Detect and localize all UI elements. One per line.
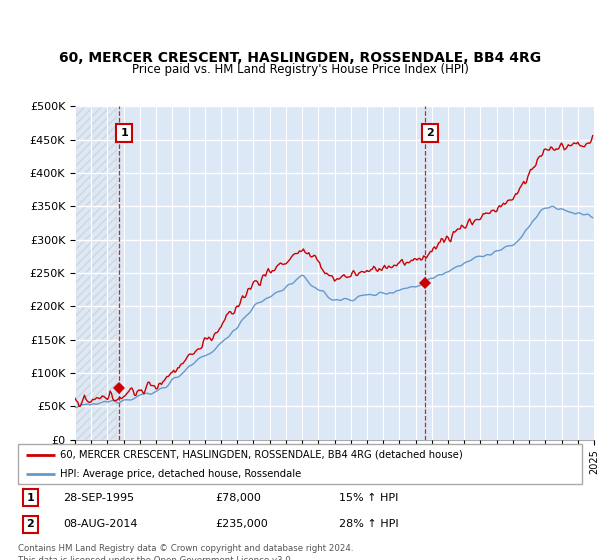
Text: £78,000: £78,000 xyxy=(215,493,261,503)
Text: 60, MERCER CRESCENT, HASLINGDEN, ROSSENDALE, BB4 4RG (detached house): 60, MERCER CRESCENT, HASLINGDEN, ROSSEND… xyxy=(60,450,463,460)
Text: 28-SEP-1995: 28-SEP-1995 xyxy=(63,493,134,503)
Text: 1: 1 xyxy=(120,128,128,138)
Text: Contains HM Land Registry data © Crown copyright and database right 2024.
This d: Contains HM Land Registry data © Crown c… xyxy=(18,544,353,560)
Text: 15% ↑ HPI: 15% ↑ HPI xyxy=(340,493,399,503)
Text: 60, MERCER CRESCENT, HASLINGDEN, ROSSENDALE, BB4 4RG: 60, MERCER CRESCENT, HASLINGDEN, ROSSEND… xyxy=(59,52,541,66)
Text: 28% ↑ HPI: 28% ↑ HPI xyxy=(340,519,399,529)
Text: Price paid vs. HM Land Registry's House Price Index (HPI): Price paid vs. HM Land Registry's House … xyxy=(131,63,469,77)
Text: 1: 1 xyxy=(26,493,34,503)
Text: HPI: Average price, detached house, Rossendale: HPI: Average price, detached house, Ross… xyxy=(60,469,302,479)
Text: 2: 2 xyxy=(26,519,34,529)
Text: £235,000: £235,000 xyxy=(215,519,268,529)
Text: 2: 2 xyxy=(427,128,434,138)
Text: 08-AUG-2014: 08-AUG-2014 xyxy=(63,519,137,529)
